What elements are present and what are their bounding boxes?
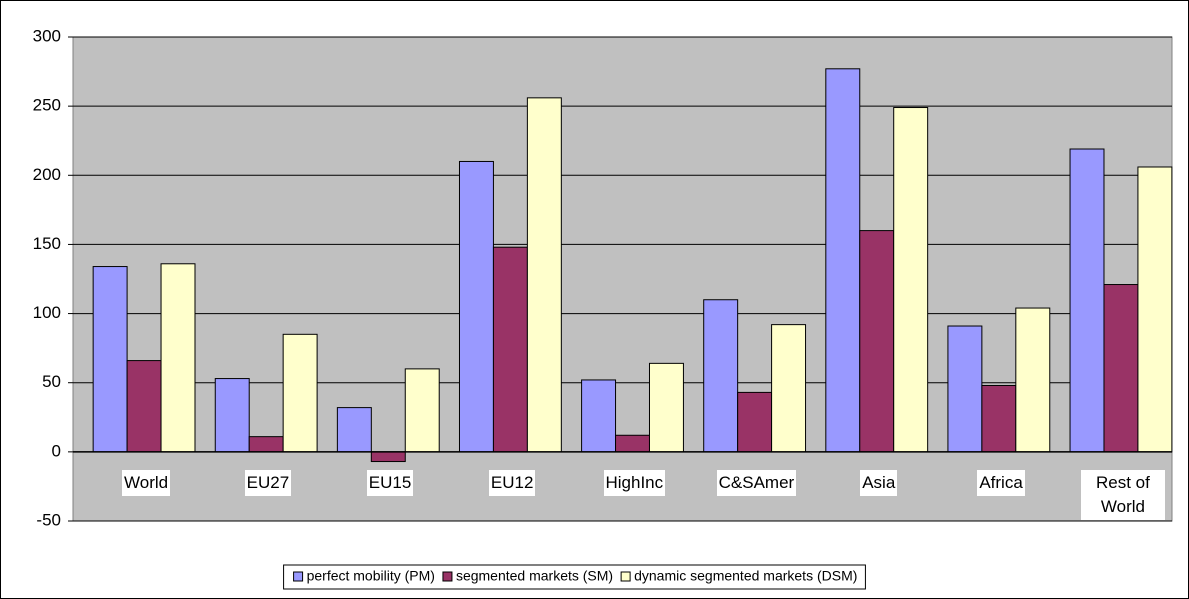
x-tick-label: World: [122, 469, 171, 496]
y-tick-label: 200: [33, 165, 61, 184]
bar: [336, 407, 372, 453]
x-tick-label: Rest of World: [1080, 469, 1165, 520]
bar: [248, 436, 284, 453]
bar: [893, 107, 929, 453]
bar: [648, 362, 684, 453]
x-tick-label: EU12: [488, 469, 536, 496]
bar: [126, 360, 162, 453]
bar: [214, 378, 250, 453]
bar: [1103, 284, 1139, 453]
x-tick-label: HighInc: [603, 469, 666, 496]
bar: [92, 266, 128, 453]
legend-swatch: [293, 571, 304, 582]
bar: [492, 246, 528, 453]
y-tick-label: 150: [33, 234, 61, 253]
x-tick-label: C&SAmer: [716, 469, 797, 496]
bar: [703, 299, 739, 453]
bar: [981, 384, 1017, 453]
bar: [825, 68, 861, 453]
legend-box: [283, 564, 866, 590]
x-tick-label: Africa: [977, 469, 1025, 496]
x-tick-label: EU15: [366, 469, 414, 496]
bar: [282, 333, 318, 453]
legend-swatch: [442, 571, 453, 582]
bar: [458, 160, 494, 453]
y-tick-label: 0: [52, 441, 61, 460]
bar: [737, 391, 773, 453]
bar: [615, 434, 650, 453]
y-tick-label: 50: [42, 372, 61, 391]
bar: [1137, 166, 1173, 453]
x-tick-label: Asia: [860, 469, 898, 496]
y-tick-label: -50: [36, 510, 61, 529]
y-tick-label: 300: [33, 26, 61, 45]
bar: [947, 325, 983, 453]
legend-label: dynamic segmented markets (DSM): [634, 568, 857, 584]
x-tick-label: EU27: [244, 469, 292, 496]
bar: [160, 263, 196, 453]
legend-swatch: [620, 571, 631, 582]
bar: [859, 230, 895, 453]
bar: [1069, 148, 1105, 453]
bar: [581, 379, 617, 453]
y-tick-label: 250: [33, 96, 61, 115]
bar: [404, 368, 440, 453]
legend-label: segmented markets (SM): [456, 568, 613, 584]
bar: [370, 451, 406, 463]
legend-label: perfect mobility (PM): [307, 568, 435, 584]
bar: [771, 324, 807, 453]
y-tick-label: 100: [33, 303, 61, 322]
bar: [1015, 307, 1051, 453]
bar: [526, 97, 562, 453]
